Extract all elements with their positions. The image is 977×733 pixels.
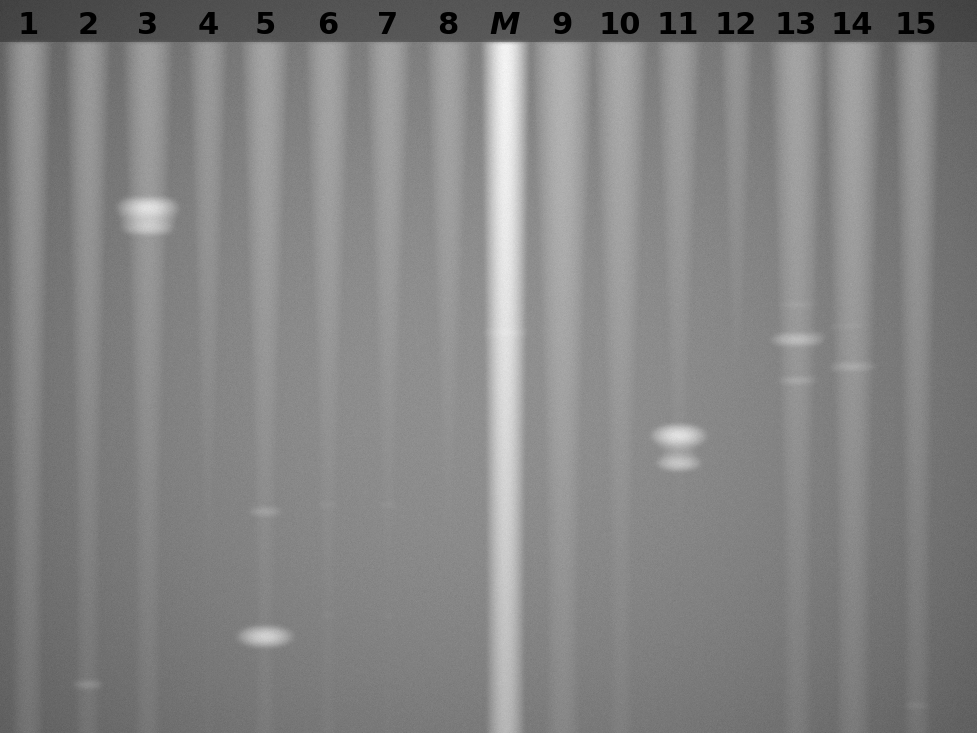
Text: 11: 11 [657, 10, 700, 40]
Text: M: M [489, 10, 520, 40]
Text: 6: 6 [318, 10, 339, 40]
Text: 12: 12 [715, 10, 757, 40]
Text: 5: 5 [254, 10, 276, 40]
Text: 10: 10 [599, 10, 641, 40]
Text: 13: 13 [775, 10, 817, 40]
Text: 8: 8 [438, 10, 458, 40]
Text: 9: 9 [551, 10, 573, 40]
Text: 15: 15 [895, 10, 937, 40]
Text: 2: 2 [77, 10, 99, 40]
Text: 4: 4 [197, 10, 219, 40]
Text: 14: 14 [830, 10, 873, 40]
Text: 7: 7 [377, 10, 399, 40]
Text: 1: 1 [18, 10, 39, 40]
Text: 3: 3 [138, 10, 158, 40]
